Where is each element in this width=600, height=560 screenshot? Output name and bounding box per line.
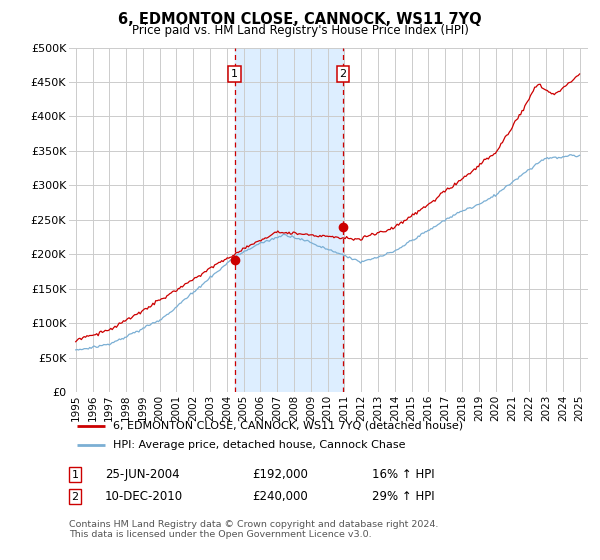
Text: Price paid vs. HM Land Registry's House Price Index (HPI): Price paid vs. HM Land Registry's House … (131, 24, 469, 36)
Text: 6, EDMONTON CLOSE, CANNOCK, WS11 7YQ (detached house): 6, EDMONTON CLOSE, CANNOCK, WS11 7YQ (de… (113, 421, 463, 431)
Text: 29% ↑ HPI: 29% ↑ HPI (372, 490, 434, 503)
Text: 6, EDMONTON CLOSE, CANNOCK, WS11 7YQ: 6, EDMONTON CLOSE, CANNOCK, WS11 7YQ (118, 12, 482, 27)
Text: 10-DEC-2010: 10-DEC-2010 (105, 490, 183, 503)
Text: 2: 2 (340, 69, 347, 79)
Text: £240,000: £240,000 (252, 490, 308, 503)
Text: £192,000: £192,000 (252, 468, 308, 482)
Text: 16% ↑ HPI: 16% ↑ HPI (372, 468, 434, 482)
Text: 1: 1 (231, 69, 238, 79)
Text: Contains HM Land Registry data © Crown copyright and database right 2024.
This d: Contains HM Land Registry data © Crown c… (69, 520, 439, 539)
Bar (235, 48, 343, 392)
Text: 1: 1 (71, 470, 79, 480)
Text: 2: 2 (71, 492, 79, 502)
Text: HPI: Average price, detached house, Cannock Chase: HPI: Average price, detached house, Cann… (113, 440, 406, 450)
Text: 25-JUN-2004: 25-JUN-2004 (105, 468, 179, 482)
